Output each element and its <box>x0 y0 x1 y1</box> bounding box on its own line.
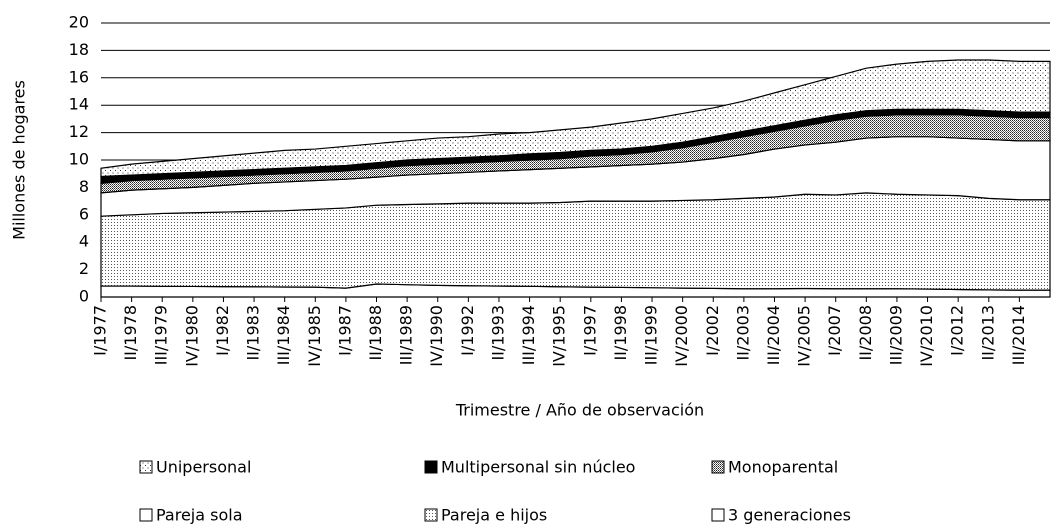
y-axis-label: Millones de hogares <box>10 80 29 240</box>
y-tick-label: 14 <box>69 95 89 114</box>
x-tick-label: II/2008 <box>856 305 875 361</box>
x-tick-label: I/2007 <box>825 305 844 356</box>
x-tick-label: II/1988 <box>366 305 385 361</box>
y-tick-label: 2 <box>79 259 89 278</box>
x-tick-label: III/1984 <box>274 305 293 365</box>
legend-label: Monoparental <box>728 458 838 477</box>
y-tick-label: 8 <box>79 177 89 196</box>
y-tick-label: 18 <box>69 40 89 59</box>
legend-swatch <box>139 508 153 522</box>
x-tick-label: III/1979 <box>152 305 171 365</box>
legend-swatch <box>711 508 725 522</box>
legend-label: Unipersonal <box>156 458 251 477</box>
x-tick-label: IV/2010 <box>917 305 936 367</box>
x-tick-label: IV/1980 <box>182 305 201 367</box>
x-tick-label: III/1989 <box>397 305 416 365</box>
y-tick-label: 0 <box>79 287 89 306</box>
x-tick-label: II/1978 <box>121 305 140 361</box>
area <box>100 59 1051 178</box>
x-tick-label: III/2009 <box>886 305 905 365</box>
legend-swatch <box>424 460 438 474</box>
x-tick-label: IV/1985 <box>305 305 324 367</box>
y-tick-label: 20 <box>69 13 89 32</box>
x-tick-label: IV/2000 <box>672 305 691 367</box>
x-tick-label: I/1987 <box>335 305 354 356</box>
legend-swatch <box>711 460 725 474</box>
y-tick-label: 6 <box>79 204 89 223</box>
x-tick-label: I/1997 <box>580 305 599 356</box>
y-tick-label: 16 <box>69 67 89 86</box>
y-tick-label: 10 <box>69 150 89 169</box>
x-tick-label: I/2012 <box>948 305 967 356</box>
legend-label: Multipersonal sin núcleo <box>441 458 635 477</box>
x-tick-label: III/2004 <box>764 305 783 365</box>
x-tick-label: III/1999 <box>642 305 661 365</box>
x-tick-label: I/1992 <box>458 305 477 356</box>
x-tick-label: III/2014 <box>1009 305 1028 365</box>
x-tick-label: IV/2005 <box>795 305 814 367</box>
legend-swatch <box>424 508 438 522</box>
x-tick-label: II/1998 <box>611 305 630 361</box>
x-tick-label: II/2003 <box>733 305 752 361</box>
x-tick-label: II/1993 <box>488 305 507 361</box>
x-tick-label: I/1982 <box>213 305 232 356</box>
y-tick-label: 4 <box>79 232 89 251</box>
y-tick-label: 12 <box>69 122 89 141</box>
x-axis-label: Trimestre / Año de observación <box>455 401 704 420</box>
x-tick-label: IV/1990 <box>427 305 446 367</box>
x-tick-label: II/2013 <box>978 305 997 361</box>
x-tick-label: III/1994 <box>519 305 538 365</box>
legend-label: Pareja sola <box>156 506 243 525</box>
legend-label: Pareja e hijos <box>441 506 547 525</box>
x-tick-label: I/1977 <box>91 305 110 356</box>
x-tick-label: I/2002 <box>703 305 722 356</box>
legend-swatch <box>139 460 153 474</box>
legend-label: 3 generaciones <box>728 506 851 525</box>
x-tick-label: II/1983 <box>244 305 263 361</box>
x-tick-label: IV/1995 <box>550 305 569 367</box>
